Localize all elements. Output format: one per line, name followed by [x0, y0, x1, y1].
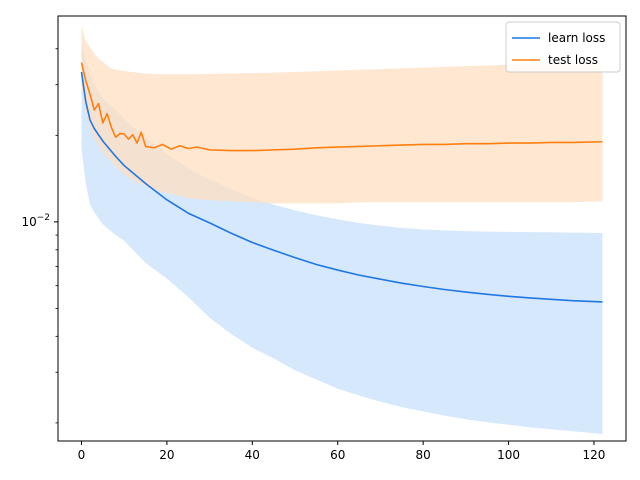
- x-tick-label: 120: [583, 448, 606, 462]
- y-axis-ticks: 10−2: [21, 48, 58, 424]
- line-test-loss: [80, 62, 603, 152]
- x-tick-label: 80: [416, 448, 431, 462]
- band-test-loss: [81, 26, 603, 204]
- legend-label: learn loss: [548, 31, 605, 45]
- x-tick-label: 60: [330, 448, 345, 462]
- legend-label: test loss: [548, 53, 598, 67]
- series-lines: [80, 62, 603, 303]
- band-learn-loss: [81, 41, 603, 434]
- x-tick-label: 40: [245, 448, 260, 462]
- plot-frame: [57, 15, 627, 442]
- legend: learn loss test loss: [505, 21, 621, 73]
- x-tick-label: 20: [159, 448, 174, 462]
- x-tick-label: 0: [78, 448, 86, 462]
- confidence-bands: [81, 26, 603, 434]
- y-tick-label: 10−2: [21, 213, 50, 229]
- line-learn-loss: [80, 71, 603, 303]
- x-tick-label: 100: [497, 448, 520, 462]
- x-axis-ticks: 0 20 40 60 80 100 120: [78, 441, 606, 462]
